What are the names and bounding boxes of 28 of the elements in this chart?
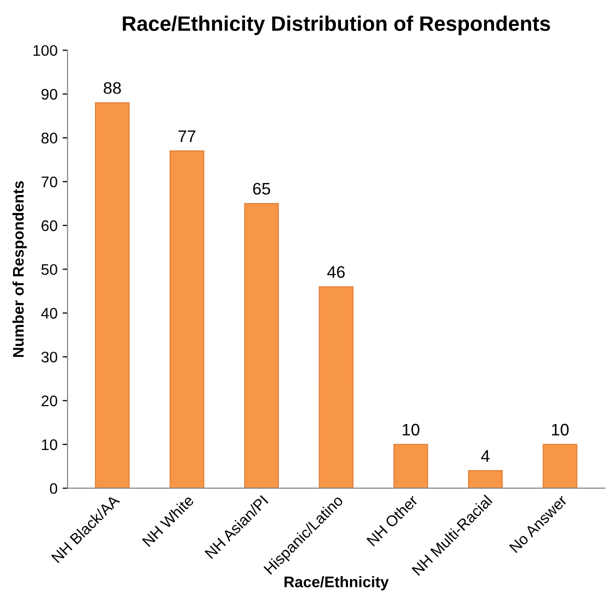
y-tick-label: 90 <box>42 88 58 100</box>
y-tick-label: 80 <box>41 132 58 144</box>
y-tick-label: 40 <box>41 308 58 319</box>
y-tick-label: 50 <box>41 264 58 275</box>
bar <box>542 444 578 488</box>
x-axis-title: Race/Ethnicity <box>284 576 389 590</box>
bar <box>170 150 204 488</box>
y-tick-label: 60 <box>42 220 58 232</box>
y-tick-label: 0 <box>50 483 58 494</box>
data-label: 46 <box>327 266 345 278</box>
y-tick-label: 100 <box>33 45 58 56</box>
data-label: 10 <box>552 424 569 436</box>
data-label: 77 <box>178 130 196 142</box>
data-label: 65 <box>253 182 270 195</box>
bar <box>393 444 428 488</box>
y-tick-label: 30 <box>41 352 58 363</box>
bar <box>468 470 503 488</box>
data-label: 10 <box>402 424 420 436</box>
bar <box>244 202 279 488</box>
bar <box>94 102 130 488</box>
y-tick-label: 70 <box>42 176 58 188</box>
bar <box>318 286 354 488</box>
y-tick-label: 20 <box>42 396 58 406</box>
chart-title: Race/Ethnicity Distribution of Respondents <box>122 16 550 36</box>
y-tick-label: 10 <box>42 439 58 450</box>
y-axis-title: Number of Respondents <box>12 181 27 357</box>
data-label: 4 <box>481 450 490 462</box>
data-label: 88 <box>104 82 121 94</box>
